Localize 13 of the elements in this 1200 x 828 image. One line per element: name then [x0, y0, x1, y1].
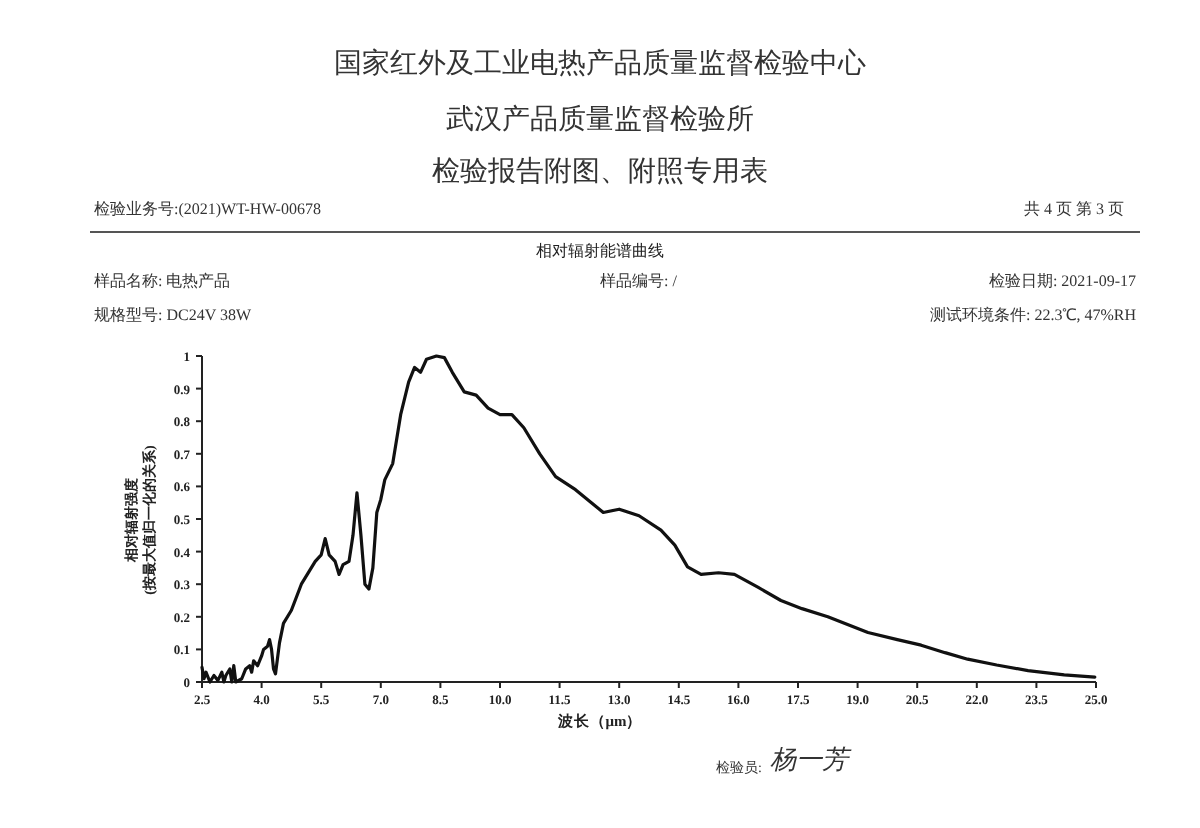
text: 检验业务号:(2021)WT-HW-00678 — [94, 200, 321, 218]
chart-title: 相对辐射能谱曲线 — [536, 242, 664, 260]
text: 样品编号: / — [600, 272, 679, 290]
text: 测试环境条件: 22.3℃, 47%RH — [930, 306, 1137, 324]
text: 检验报告附图、附照专用表 — [432, 156, 768, 188]
text: 共 4 页 第 3 页 — [1024, 200, 1124, 218]
text: 国家红外及工业电热产品质量监督检验中心 — [334, 48, 866, 80]
text: 规格型号: DC24V 38W — [94, 306, 252, 324]
text: 样品名称: 电热产品 — [94, 272, 231, 290]
text: 武汉产品质量监督检验所 — [446, 104, 754, 136]
line-series — [200, 354, 1097, 684]
text: 检验日期: 2021-09-17 — [988, 272, 1136, 290]
text: 杨一芳 — [770, 744, 852, 774]
